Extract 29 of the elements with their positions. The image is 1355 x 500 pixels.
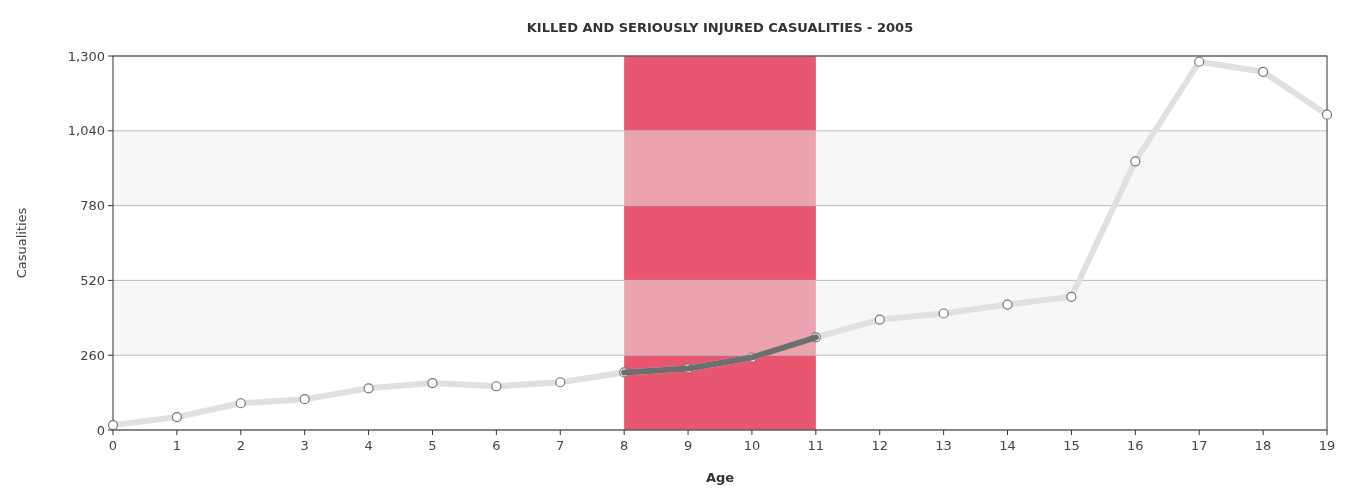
x-tick-label: 1 [172, 438, 182, 453]
x-tick-label: 4 [364, 438, 373, 453]
x-tick-label: 6 [492, 438, 501, 453]
x-tick-label: 5 [428, 438, 437, 453]
x-tick-label: 12 [871, 438, 889, 453]
x-axis-title: Age [705, 470, 735, 485]
x-tick-label: 11 [807, 438, 825, 453]
x-tick-label: 3 [300, 438, 309, 453]
x-tick-label: 8 [620, 438, 629, 453]
y-tick-label: 1,040 [67, 123, 105, 139]
x-tick-label: 0 [108, 438, 118, 453]
x-tick-label: 18 [1254, 438, 1272, 453]
y-tick-label: 0 [96, 422, 105, 438]
y-tick-label: 260 [80, 347, 105, 363]
y-tick-label: 520 [80, 272, 105, 288]
x-tick-label: 17 [1190, 438, 1208, 453]
x-tick-label: 13 [935, 438, 952, 453]
x-tick-label: 9 [683, 438, 693, 453]
y-axis-title: Casualities [14, 207, 29, 279]
y-tick-label: 1,300 [67, 48, 105, 64]
x-tick-label: 7 [556, 438, 565, 453]
x-tick-label: 15 [1063, 438, 1080, 453]
x-tick-label: 19 [1318, 438, 1336, 453]
y-tick-label: 780 [80, 198, 105, 214]
x-tick-label: 2 [236, 438, 245, 453]
x-tick-label: 10 [743, 438, 761, 453]
x-tick-label: 14 [999, 438, 1016, 453]
x-tick-label: 16 [1127, 438, 1144, 453]
chart-title: KILLED AND SERIOUSLY INJURED CASUALITIES - 2005 [526, 20, 914, 35]
